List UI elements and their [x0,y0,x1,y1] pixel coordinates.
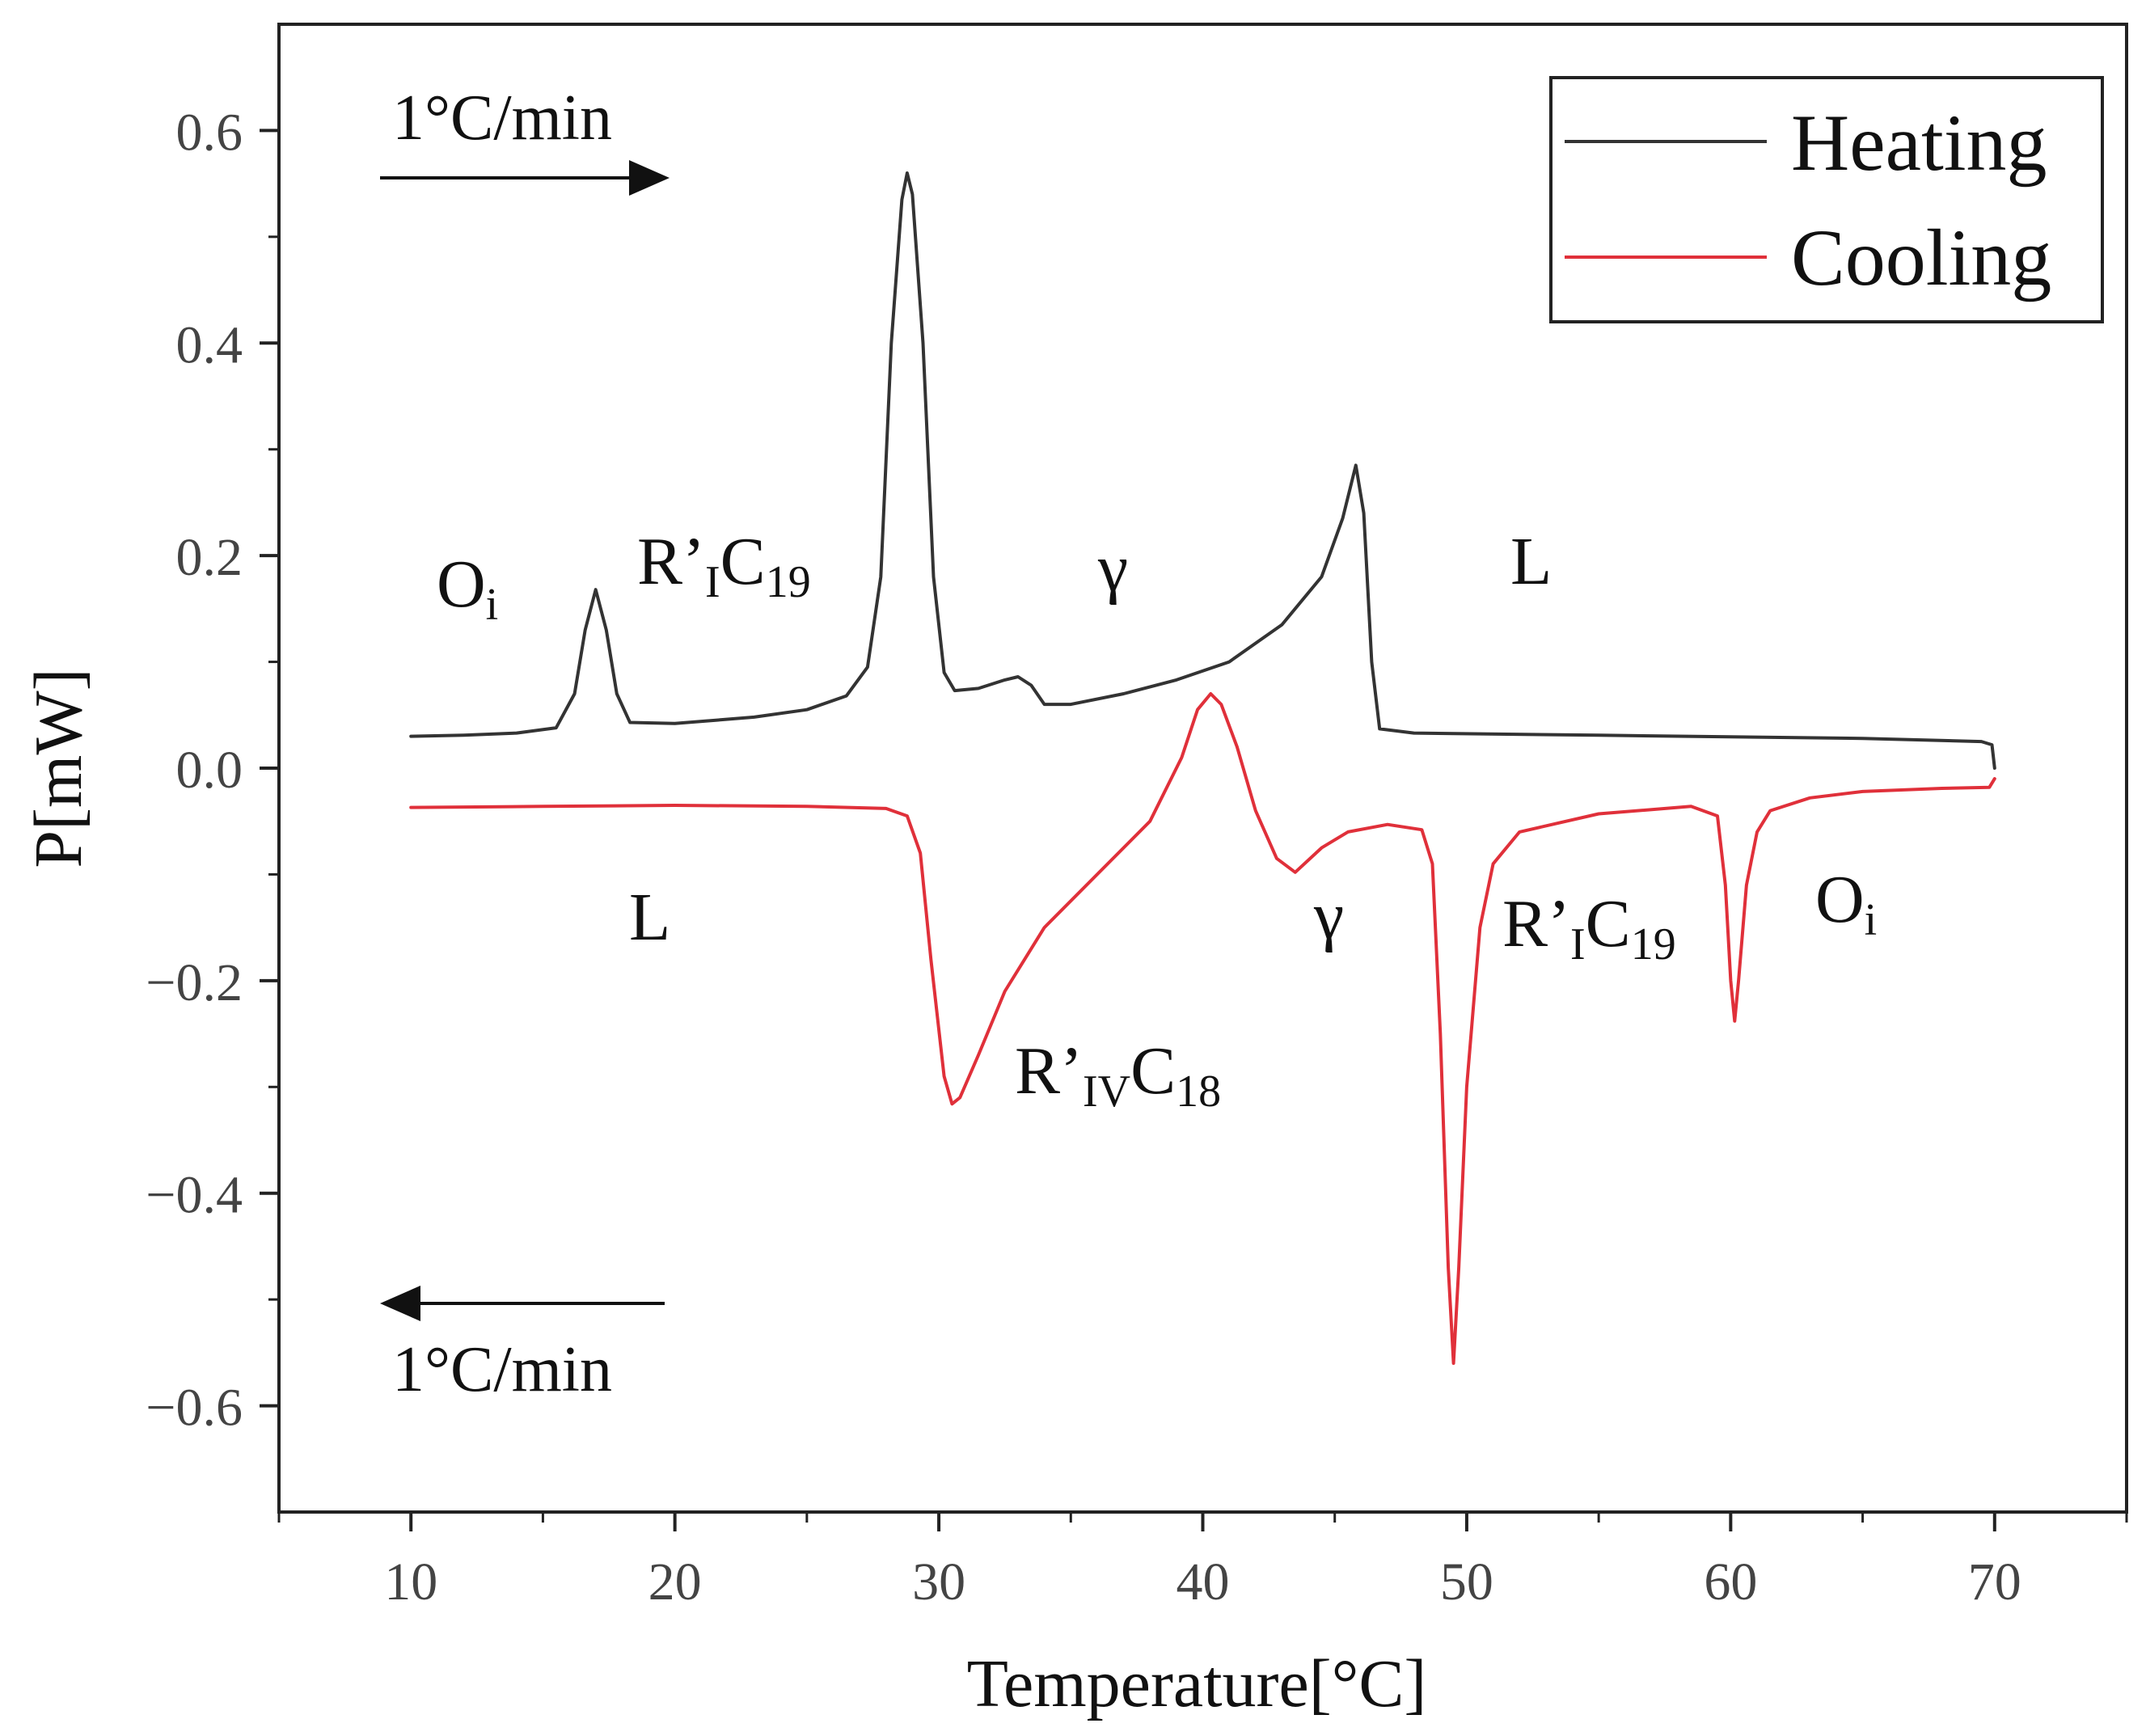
legend-label-cooling: Cooling [1791,213,2051,302]
x-tick-label: 10 [384,1552,437,1611]
heating-phase-oi: Oi [437,547,498,630]
legend: Heating Cooling [1549,76,2104,323]
y-tick-label: 0.4 [176,315,243,374]
y-tick-label: −0.2 [146,953,243,1012]
cooling-phase-labels: L R’IVC18 γ R’IC19 Oi [629,862,1877,1117]
y-tick-label: −0.4 [146,1166,243,1225]
cooling-phase-l: L [629,880,670,955]
heating-arrow-head-icon [629,160,670,196]
heating-phase-ric19: R’IC19 [637,524,811,607]
y-tick-label: 0.6 [176,103,243,162]
cooling-arrow-head-icon [380,1286,420,1321]
x-axis-ticks: 10 20 30 40 50 60 70 [277,1512,2128,1611]
cooling-phase-rivc18: R’IVC18 [1015,1033,1221,1117]
x-tick-label: 70 [1968,1552,2021,1611]
legend-label-heating: Heating [1791,98,2047,188]
y-axis-label: P[mW] [21,668,96,868]
y-tick-label: −0.6 [146,1379,243,1438]
cooling-phase-oi: Oi [1815,862,1877,945]
x-tick-label: 60 [1704,1552,1757,1611]
heating-rate-annotation: 1°C/min [380,82,670,196]
y-tick-label: 0.2 [176,528,243,587]
legend-box [1549,76,2104,323]
series-layer [409,171,1996,1365]
cooling-rate-label: 1°C/min [392,1334,612,1405]
heating-phase-labels: Oi R’IC19 γ L [437,524,1552,630]
x-tick-label: 50 [1440,1552,1493,1611]
x-tick-label: 20 [648,1552,702,1611]
cooling-phase-ric19: R’IC19 [1502,886,1676,969]
y-tick-label: 0.0 [176,741,243,800]
heating-rate-label: 1°C/min [392,82,612,154]
series-line-heating [409,171,1996,770]
heating-phase-gamma: γ [1097,530,1128,606]
cooling-rate-annotation: 1°C/min [380,1286,665,1405]
x-tick-label: 40 [1176,1552,1230,1611]
heating-phase-l: L [1510,524,1552,599]
x-tick-label: 30 [912,1552,965,1611]
series-line-cooling [409,692,1996,1365]
cooling-phase-gamma: γ [1313,878,1344,953]
x-axis-label: Temperature[°C] [967,1646,1427,1721]
y-axis-ticks: −0.6 −0.4 −0.2 0.0 0.2 0.4 0.6 [146,103,279,1438]
